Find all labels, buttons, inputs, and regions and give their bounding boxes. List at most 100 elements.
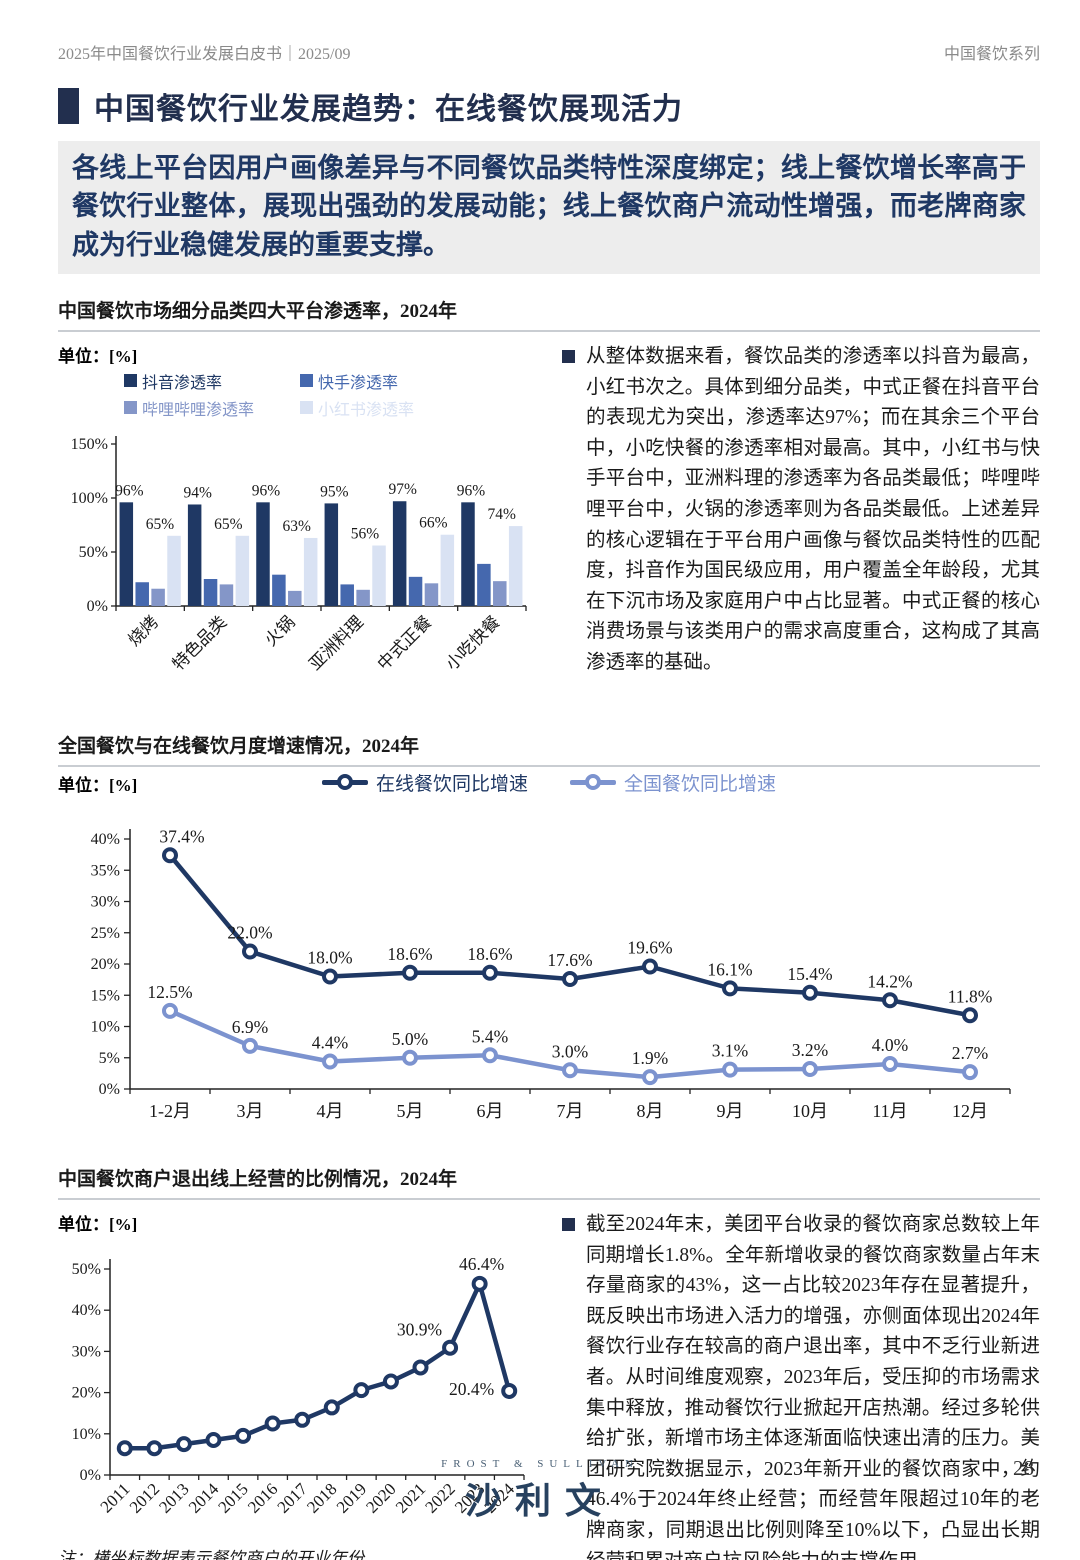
legend-item-kuaishou: 快手渗透率 — [300, 369, 414, 393]
svg-text:63%: 63% — [282, 518, 311, 535]
svg-text:特色品类: 特色品类 — [169, 612, 231, 674]
chart3-block: 单位：[%] 0% 10% 20% 30% 40% 50% 2011 2012 2013 2014… — [58, 1210, 536, 1560]
svg-text:20%: 20% — [72, 1385, 101, 1402]
svg-text:4.4%: 4.4% — [312, 1032, 348, 1052]
section1-paragraph: 从整体数据来看，餐饮品类的渗透率以抖音为最高，小红书次之。具体到细分品类，中式正… — [562, 342, 1040, 679]
legend-item-online: 在线餐饮同比增速 — [321, 769, 528, 796]
svg-text:100%: 100% — [71, 490, 108, 507]
legend-label: 抖音渗透率 — [142, 374, 223, 392]
legend-label: 哔哩哔哩渗透率 — [142, 401, 255, 419]
chart3-unit: 单位：[%] — [58, 1214, 138, 1234]
online-line-marker-icon — [321, 779, 368, 785]
svg-text:20%: 20% — [91, 956, 120, 973]
legend-label: 全国餐饮同比增速 — [624, 773, 777, 795]
page-number: 28 — [1013, 1456, 1034, 1480]
national-line-marker-icon — [570, 779, 616, 785]
chart1-unit: 单位：[%] — [58, 346, 138, 366]
legend-label: 小红书渗透率 — [318, 401, 415, 419]
svg-text:18.0%: 18.0% — [307, 947, 352, 967]
svg-text:65%: 65% — [146, 516, 175, 533]
legend-label: 在线餐饮同比增速 — [375, 773, 528, 795]
svg-text:3.0%: 3.0% — [552, 1041, 588, 1061]
chart3-note: 注：横坐标数据表示餐饮商户的开业年份 — [58, 1548, 364, 1560]
svg-text:10%: 10% — [91, 1018, 120, 1035]
section3-paragraph: 截至2024年末，美团平台收录的餐饮商家总数较上年同期增长1.8%。全年新增收录… — [562, 1210, 1040, 1560]
chart1-legend: 抖音渗透率 快手渗透率 哔哩哔哩渗透率 小红书渗透率 — [124, 369, 414, 420]
svg-text:7月: 7月 — [557, 1101, 584, 1121]
chart1-title: 中国餐饮市场细分品类四大平台渗透率，2024年 — [58, 296, 1040, 332]
chart2-legend-row: 单位：[%] 在线餐饮同比增速 全国餐饮同比增速 — [58, 769, 1040, 799]
chart2-unit: 单位：[%] — [58, 775, 138, 795]
svg-text:40%: 40% — [91, 831, 120, 848]
paragraph-text: 从整体数据来看，餐饮品类的渗透率以抖音为最高，小红书次之。具体到细分品类，中式正… — [586, 345, 1040, 674]
svg-text:65%: 65% — [214, 516, 243, 533]
svg-text:3.1%: 3.1% — [712, 1041, 748, 1061]
svg-text:0%: 0% — [99, 1081, 120, 1098]
svg-text:0%: 0% — [87, 598, 108, 615]
svg-text:22.0%: 22.0% — [227, 922, 272, 942]
logo-wordmark: FROST & SULLIVAN — [441, 1458, 639, 1470]
svg-text:94%: 94% — [183, 484, 212, 501]
svg-text:25%: 25% — [91, 925, 120, 942]
svg-text:30%: 30% — [91, 893, 120, 910]
logo-chinese: 沙利文 — [464, 1481, 615, 1521]
svg-text:5月: 5月 — [397, 1101, 424, 1121]
bullet-square-icon — [562, 1217, 575, 1231]
svg-text:96%: 96% — [115, 482, 144, 499]
chart1-block: 单位：[%] 抖音渗透率 快手渗透率 哔哩哔哩渗透率 小红书渗透率 — [58, 342, 536, 709]
page-title: 中国餐饮行业发展趋势：在线餐饮展现活力 — [94, 93, 683, 126]
svg-text:火锅: 火锅 — [261, 612, 298, 649]
svg-text:19.6%: 19.6% — [627, 937, 672, 957]
bullet-square-icon — [562, 349, 575, 363]
svg-text:15.4%: 15.4% — [787, 964, 832, 984]
paragraph-text: 截至2024年末，美团平台收录的餐饮商家总数较上年同期增长1.8%。全年新增收录… — [586, 1213, 1040, 1560]
monthly-growth-line-chart: 0% 5% 10% 15% 20% 25% 30% 35% 40% 1-2月 3月 4月 5月 6月 7月 8… — [91, 826, 1011, 1121]
svg-text:12.5%: 12.5% — [147, 982, 192, 1002]
svg-text:5.4%: 5.4% — [472, 1026, 508, 1046]
legend-item-national: 全国餐饮同比增速 — [570, 769, 776, 796]
svg-text:97%: 97% — [388, 481, 417, 498]
svg-text:1.9%: 1.9% — [632, 1048, 668, 1068]
svg-text:50%: 50% — [72, 1261, 101, 1278]
title-row: 中国餐饮行业发展趋势：在线餐饮展现活力 — [58, 84, 1040, 128]
svg-text:5.0%: 5.0% — [392, 1029, 428, 1049]
svg-text:3.2%: 3.2% — [792, 1040, 828, 1060]
svg-text:18.6%: 18.6% — [387, 944, 432, 964]
svg-text:15%: 15% — [91, 987, 120, 1004]
svg-text:6月: 6月 — [477, 1101, 504, 1121]
svg-text:16.1%: 16.1% — [707, 959, 752, 979]
svg-text:95%: 95% — [320, 483, 349, 500]
svg-text:50%: 50% — [79, 544, 108, 561]
legend-item-douyin: 抖音渗透率 — [124, 369, 254, 393]
legend-item-bilibili: 哔哩哔哩渗透率 — [124, 396, 254, 420]
svg-text:96%: 96% — [457, 482, 486, 499]
platform-penetration-bar-chart: 0%50%100%150%96%65%烧烤94%65%特色品类96%63%火锅9… — [71, 435, 527, 674]
kuaishou-legend-swatch-icon — [300, 374, 314, 388]
svg-text:6.9%: 6.9% — [232, 1017, 268, 1037]
svg-text:10月: 10月 — [792, 1101, 828, 1121]
svg-text:5%: 5% — [99, 1050, 120, 1067]
legend-label: 快手渗透率 — [318, 374, 399, 392]
svg-text:46.4%: 46.4% — [459, 1254, 504, 1274]
svg-text:37.4%: 37.4% — [159, 826, 204, 846]
chart2-legend: 在线餐饮同比增速 全国餐饮同比增速 — [321, 769, 776, 796]
svg-text:12月: 12月 — [952, 1101, 988, 1121]
section1-body: 单位：[%] 抖音渗透率 快手渗透率 哔哩哔哩渗透率 小红书渗透率 — [58, 342, 1040, 709]
svg-text:亚洲料理: 亚洲料理 — [305, 612, 367, 674]
legend-item-xiaohongshu: 小红书渗透率 — [300, 396, 414, 420]
svg-text:11月: 11月 — [872, 1101, 907, 1121]
svg-text:35%: 35% — [91, 862, 120, 879]
svg-text:小吃快餐: 小吃快餐 — [442, 612, 504, 674]
svg-text:中式正餐: 中式正餐 — [374, 612, 436, 674]
header-left: 2025年中国餐饮行业发展白皮书｜2025/09 — [58, 46, 351, 63]
svg-text:40%: 40% — [72, 1302, 101, 1319]
svg-text:18.6%: 18.6% — [467, 944, 512, 964]
douyin-legend-swatch-icon — [124, 374, 137, 388]
svg-text:1-2月: 1-2月 — [149, 1101, 191, 1121]
svg-text:56%: 56% — [351, 526, 380, 543]
svg-text:9月: 9月 — [717, 1101, 744, 1121]
bilibili-legend-swatch-icon — [124, 401, 137, 415]
header-right: 中国餐饮系列 — [943, 46, 1040, 63]
svg-text:2.7%: 2.7% — [952, 1043, 988, 1063]
